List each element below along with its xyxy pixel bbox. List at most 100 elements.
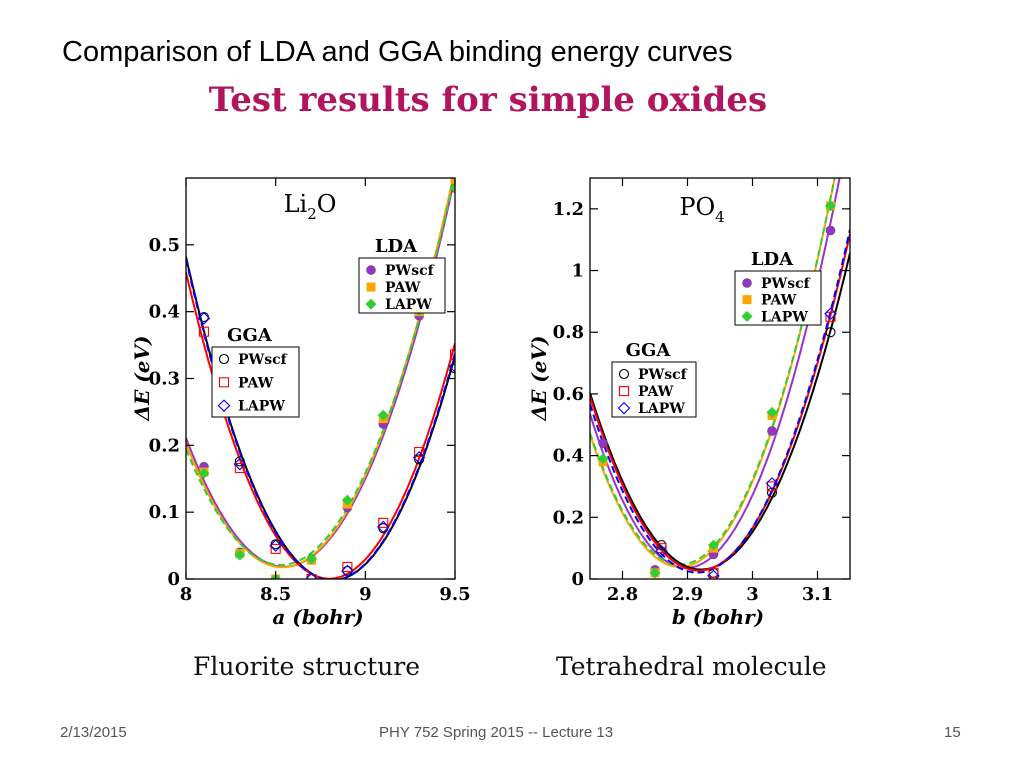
data-point-gga-lapw: [233, 457, 247, 471]
data-point-gga-paw: [656, 543, 667, 554]
legend-marker-pwscf: [366, 265, 376, 275]
data-point-lda-lapw: [597, 453, 609, 465]
y-tick-label: 1.2: [553, 199, 584, 220]
x-tick-label: 9.5: [439, 584, 470, 605]
fit-curve-gga-lapw: [590, 229, 850, 574]
legend-marker-pwscf: [742, 278, 752, 288]
fit-curve-lda-pwscf: [590, 178, 841, 569]
x-axis-label: a (bohr): [272, 605, 363, 629]
chart-li2o: 8 8.5 9 9.5 0 0.1 0.2 0.3 0.4 0.5 a (bohr) ΔE (eV) L…: [130, 177, 471, 629]
x-tick-label: 2.8: [607, 584, 638, 605]
data-point-lda-lapw: [449, 182, 455, 194]
legend-marker-lapw: [741, 310, 753, 322]
legend-entry-paw: PAW: [638, 384, 674, 400]
data-point-lda-lapw: [708, 539, 719, 551]
fit-curve-gga-lapw: [186, 258, 455, 579]
data-point-gga-lapw: [269, 539, 282, 552]
legend-marker-lapw: [365, 298, 377, 310]
y-tick-label: 0.4: [149, 302, 180, 323]
data-point-lda-lapw: [198, 467, 210, 479]
data-point-gga-pwscf: [234, 456, 245, 467]
data-point-gga-paw: [306, 573, 317, 579]
legend-entry-pwscf: PWscf: [385, 263, 435, 279]
data-point-gga-paw: [270, 543, 281, 554]
footer-date: 2/13/2015: [60, 724, 127, 741]
x-tick-label: 8: [180, 584, 193, 605]
legend-title: GGA: [626, 340, 672, 361]
plot-frame: [589, 177, 851, 580]
data-point-gga-lapw: [707, 569, 720, 579]
y-tick-label: 0: [571, 569, 584, 590]
legend-entry-lapw: LAPW: [638, 401, 685, 417]
legend-marker-pwscf: [618, 368, 630, 380]
legend-marker-lapw: [217, 399, 231, 412]
data-point-gga-paw: [825, 311, 836, 322]
y-axis-label: ΔE (eV): [527, 336, 551, 422]
data-point-gga-lapw: [448, 360, 455, 373]
data-point-gga-lapw: [197, 312, 211, 325]
legend-gga: GGA PWscf PAW LAPW: [211, 325, 300, 418]
data-point-gga-paw: [766, 481, 778, 492]
data-point-gga-lapw: [376, 520, 390, 534]
y-tick-label: 0.4: [553, 446, 584, 467]
x-tick-label: 3.1: [802, 584, 833, 605]
data-point-gga-lapw: [412, 451, 426, 464]
fit-curve-gga-paw: [186, 272, 455, 579]
legend-entry-pwscf: PWscf: [238, 352, 288, 368]
y-tick-label: 0.8: [553, 322, 584, 343]
data-point-gga-paw: [342, 561, 353, 573]
data-point-lda-lapw: [341, 494, 353, 506]
caption-fluorite: Fluorite structure: [193, 652, 421, 681]
data-point-gga-lapw: [341, 564, 354, 578]
data-point-gga-paw: [378, 517, 389, 528]
fit-curves: [590, 178, 850, 574]
y-tick-label: 0.2: [553, 507, 584, 528]
data-point-gga-paw: [708, 567, 719, 578]
y-tick-label: 0.3: [149, 369, 180, 390]
fit-curve-lda-lapw: [186, 178, 455, 566]
chart-po4: 2.8 2.9 3 3.1 0 0.2 0.4 0.6 0.8 1 1.2 b (bohr) ΔE (e…: [527, 177, 851, 629]
data-point-gga-paw: [449, 349, 455, 360]
y-tick-label: 0.6: [553, 384, 584, 405]
data-point-gga-lapw: [305, 572, 318, 579]
data-point-gga-pwscf: [449, 363, 455, 374]
compound-label: PO4: [679, 193, 724, 226]
data-markers: [597, 200, 837, 579]
data-point-gga-paw: [198, 326, 209, 337]
footer-page-number: 15: [944, 724, 961, 741]
legend-entry-lapw: LAPW: [385, 297, 432, 313]
legend-marker-lapw: [617, 401, 631, 415]
fit-curves: [186, 178, 455, 579]
data-point-lda-pwscf: [767, 426, 777, 436]
caption-tetrahedral: Tetrahedral molecule: [556, 652, 827, 681]
data-point-lda-pwscf: [598, 438, 608, 449]
y-tick-label: 1: [571, 261, 584, 282]
x-tick-label: 8.5: [260, 584, 291, 605]
legend-marker-paw: [618, 386, 630, 397]
legend-entry-pwscf: PWscf: [638, 367, 688, 383]
data-point-gga-lapw: [655, 544, 668, 558]
data-point-gga-pwscf: [825, 327, 836, 338]
legend-title: LDA: [751, 249, 794, 270]
data-point-lda-paw: [450, 178, 455, 184]
slide-subtitle: Test results for simple oxides: [208, 80, 768, 120]
legend-marker-pwscf: [218, 353, 230, 365]
legend-marker-paw: [218, 377, 230, 388]
legend-entry-paw: PAW: [761, 293, 797, 309]
footer-course: PHY 752 Spring 2015 -- Lecture 13: [379, 724, 614, 741]
legend-entry-lapw: LAPW: [761, 309, 808, 325]
legend-box: [611, 361, 697, 418]
y-axis-label: ΔE (eV): [130, 336, 154, 422]
data-point-lda-lapw: [377, 409, 389, 421]
legend-title: LDA: [375, 236, 418, 257]
data-point-gga-lapw: [765, 477, 779, 490]
x-tick-label: 9: [359, 584, 372, 605]
data-markers: [197, 178, 455, 579]
x-axis-label: b (bohr): [672, 605, 764, 629]
legend-marker-paw: [366, 282, 376, 292]
y-tick-label: 0: [167, 569, 180, 590]
legend-title: GGA: [227, 325, 273, 346]
data-point-lda-lapw: [766, 406, 778, 418]
